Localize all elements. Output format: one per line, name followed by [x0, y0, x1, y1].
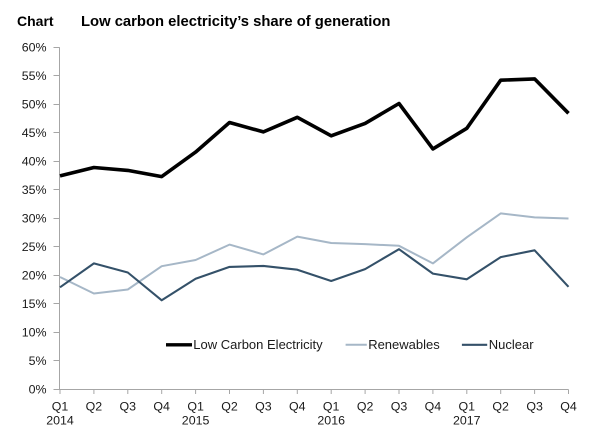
svg-text:Low carbon electricity’s share: Low carbon electricity’s share of genera…	[81, 14, 390, 30]
svg-text:45%: 45%	[22, 126, 47, 140]
svg-text:Q3: Q3	[526, 399, 543, 413]
svg-text:50%: 50%	[22, 98, 47, 112]
svg-text:Q1: Q1	[459, 399, 476, 413]
svg-text:30%: 30%	[22, 212, 47, 226]
svg-text:40%: 40%	[22, 155, 47, 169]
svg-text:Q4: Q4	[289, 399, 306, 413]
svg-text:Nuclear: Nuclear	[489, 337, 534, 352]
svg-text:Q1: Q1	[52, 399, 69, 413]
svg-text:2017: 2017	[453, 414, 481, 428]
svg-text:2016: 2016	[317, 414, 345, 428]
svg-text:5%: 5%	[29, 354, 47, 368]
svg-text:Q3: Q3	[255, 399, 272, 413]
svg-text:55%: 55%	[22, 69, 47, 83]
svg-text:Q1: Q1	[323, 399, 340, 413]
svg-text:Q2: Q2	[86, 399, 103, 413]
svg-text:Q4: Q4	[425, 399, 442, 413]
svg-text:15%: 15%	[22, 297, 47, 311]
svg-text:60%: 60%	[22, 41, 47, 55]
svg-text:Low Carbon Electricity: Low Carbon Electricity	[193, 337, 323, 352]
svg-text:Q4: Q4	[153, 399, 170, 413]
svg-text:0%: 0%	[29, 383, 47, 397]
svg-text:Renewables: Renewables	[368, 337, 440, 352]
svg-text:Q2: Q2	[221, 399, 238, 413]
svg-text:Q2: Q2	[357, 399, 374, 413]
svg-text:35%: 35%	[22, 183, 47, 197]
svg-text:Chart: Chart	[17, 13, 54, 29]
svg-text:Q2: Q2	[492, 399, 509, 413]
svg-text:Q1: Q1	[187, 399, 204, 413]
svg-text:10%: 10%	[22, 326, 47, 340]
svg-text:Q4: Q4	[560, 399, 577, 413]
svg-text:25%: 25%	[22, 240, 47, 254]
svg-text:Q3: Q3	[391, 399, 408, 413]
svg-text:2015: 2015	[182, 414, 210, 428]
svg-text:Q3: Q3	[120, 399, 137, 413]
svg-text:2014: 2014	[46, 414, 74, 428]
svg-text:20%: 20%	[22, 269, 47, 283]
